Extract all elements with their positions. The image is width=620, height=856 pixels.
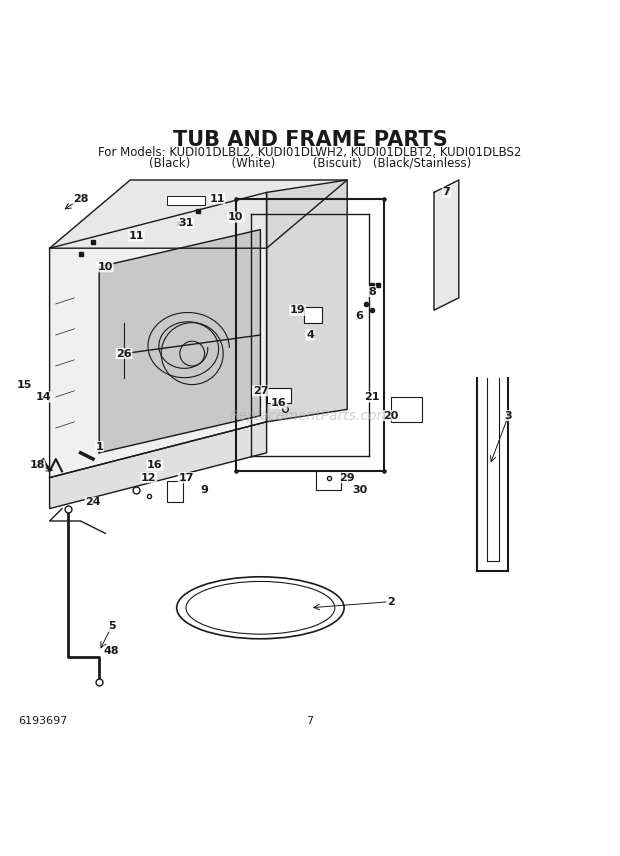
Polygon shape xyxy=(434,180,459,310)
FancyBboxPatch shape xyxy=(391,397,422,422)
Text: 3: 3 xyxy=(505,411,512,420)
Text: 6193697: 6193697 xyxy=(19,716,68,726)
Polygon shape xyxy=(267,180,347,422)
Text: TUB AND FRAME PARTS: TUB AND FRAME PARTS xyxy=(172,130,448,150)
Text: 11: 11 xyxy=(210,193,224,204)
FancyBboxPatch shape xyxy=(304,307,322,323)
Text: For Models: KUDI01DLBL2, KUDI01DLWH2, KUDI01DLBT2, KUDI01DLBS2: For Models: KUDI01DLBL2, KUDI01DLWH2, KU… xyxy=(99,146,521,158)
Text: 31: 31 xyxy=(179,218,193,229)
Text: 1: 1 xyxy=(95,442,103,452)
Text: 11: 11 xyxy=(129,231,144,241)
Text: 19: 19 xyxy=(290,306,306,315)
Text: 15: 15 xyxy=(17,379,32,389)
Text: 5: 5 xyxy=(108,621,115,632)
Text: 48: 48 xyxy=(104,646,120,657)
FancyBboxPatch shape xyxy=(167,481,183,502)
Text: 17: 17 xyxy=(179,473,193,483)
Text: 27: 27 xyxy=(253,386,268,395)
Text: 16: 16 xyxy=(271,398,287,408)
Text: (Black)           (White)          (Biscuit)   (Black/Stainless): (Black) (White) (Biscuit) (Black/Stainle… xyxy=(149,156,471,169)
Text: 20: 20 xyxy=(383,411,398,420)
FancyBboxPatch shape xyxy=(167,195,205,205)
FancyBboxPatch shape xyxy=(267,388,291,403)
Text: 30: 30 xyxy=(352,485,367,495)
Text: 10: 10 xyxy=(98,262,113,272)
Text: 7: 7 xyxy=(443,187,450,198)
Text: 12: 12 xyxy=(141,473,156,483)
Text: 24: 24 xyxy=(85,497,101,508)
Text: 7: 7 xyxy=(306,716,314,726)
Polygon shape xyxy=(50,422,267,508)
Text: 28: 28 xyxy=(73,193,89,204)
FancyBboxPatch shape xyxy=(316,472,341,490)
Text: 4: 4 xyxy=(306,330,314,340)
Text: 8: 8 xyxy=(368,287,376,296)
Polygon shape xyxy=(50,180,347,248)
Polygon shape xyxy=(50,193,267,478)
Text: ReplacementParts.com: ReplacementParts.com xyxy=(229,408,391,423)
Text: 6: 6 xyxy=(356,312,363,321)
Text: 21: 21 xyxy=(365,392,379,402)
Text: 9: 9 xyxy=(201,485,208,495)
Text: 29: 29 xyxy=(339,473,355,483)
Text: 18: 18 xyxy=(29,461,45,470)
Text: 16: 16 xyxy=(147,461,163,470)
Text: 14: 14 xyxy=(35,392,51,402)
Text: 2: 2 xyxy=(387,597,394,607)
Polygon shape xyxy=(99,229,260,453)
Text: 26: 26 xyxy=(116,348,132,359)
Text: 10: 10 xyxy=(228,212,243,223)
